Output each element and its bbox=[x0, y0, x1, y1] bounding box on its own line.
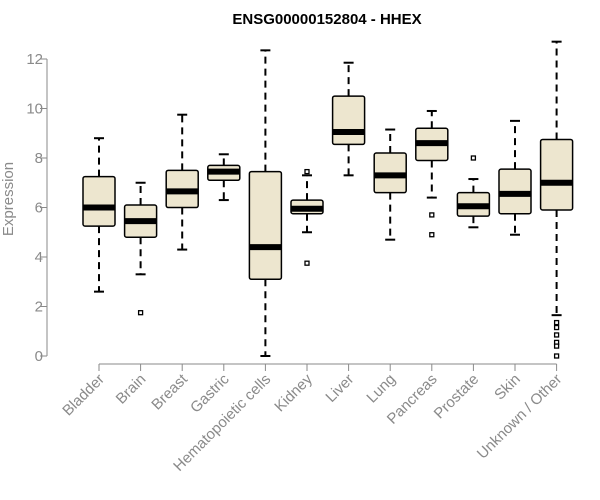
box-group bbox=[82, 40, 574, 359]
box-gastric bbox=[207, 153, 241, 202]
outlier-point bbox=[553, 319, 560, 326]
box-unknown-other bbox=[539, 40, 574, 359]
box-lung bbox=[373, 128, 407, 241]
box-skin bbox=[498, 119, 532, 236]
box-pancreas bbox=[415, 109, 449, 238]
x-tick-label: Lung bbox=[363, 371, 399, 407]
outlier-point bbox=[429, 232, 435, 238]
box-kidney bbox=[290, 168, 324, 266]
y-tick-label: 6 bbox=[35, 200, 43, 217]
outlier-point bbox=[304, 168, 310, 175]
box-breast bbox=[165, 113, 199, 251]
y-axis-label: Expression bbox=[0, 162, 17, 236]
iqr-box bbox=[248, 170, 283, 281]
outlier-point bbox=[137, 310, 144, 316]
outlier-point bbox=[553, 332, 560, 338]
y-tick-label: 8 bbox=[35, 150, 43, 167]
x-tick-label: Liver bbox=[322, 371, 357, 406]
chart-title: ENSG00000152804 - HHEX bbox=[232, 11, 421, 28]
y-tick-label: 4 bbox=[35, 249, 43, 266]
y-tick-label: 2 bbox=[35, 299, 43, 316]
x-tick-label: Kidney bbox=[271, 370, 316, 415]
y-tick-label: 0 bbox=[35, 348, 43, 365]
outlier-point bbox=[429, 212, 435, 218]
iqr-box bbox=[331, 95, 366, 146]
x-tick-label: Bladder bbox=[59, 371, 108, 420]
box-prostate bbox=[456, 155, 491, 229]
x-tick-label: Prostate bbox=[431, 371, 483, 423]
box-liver bbox=[331, 61, 366, 177]
outlier-point bbox=[553, 324, 560, 331]
x-tick-label: Breast bbox=[148, 370, 191, 413]
x-tick-label: Brain bbox=[113, 371, 150, 408]
y-tick-label: 10 bbox=[26, 101, 43, 118]
box-hematopoietic-cells bbox=[248, 49, 283, 357]
iqr-box bbox=[539, 138, 574, 211]
box-brain bbox=[123, 181, 158, 316]
iqr-box bbox=[82, 175, 116, 227]
box-bladder bbox=[82, 137, 116, 293]
x-tick-label: Skin bbox=[491, 371, 524, 404]
y-tick-label: 12 bbox=[26, 51, 43, 68]
outlier-point bbox=[470, 155, 477, 161]
outlier-point bbox=[553, 343, 560, 349]
y-axis: 0 2 4 6 8 10 12 bbox=[26, 51, 48, 365]
outlier-point bbox=[304, 260, 310, 266]
outlier-point bbox=[553, 353, 560, 359]
